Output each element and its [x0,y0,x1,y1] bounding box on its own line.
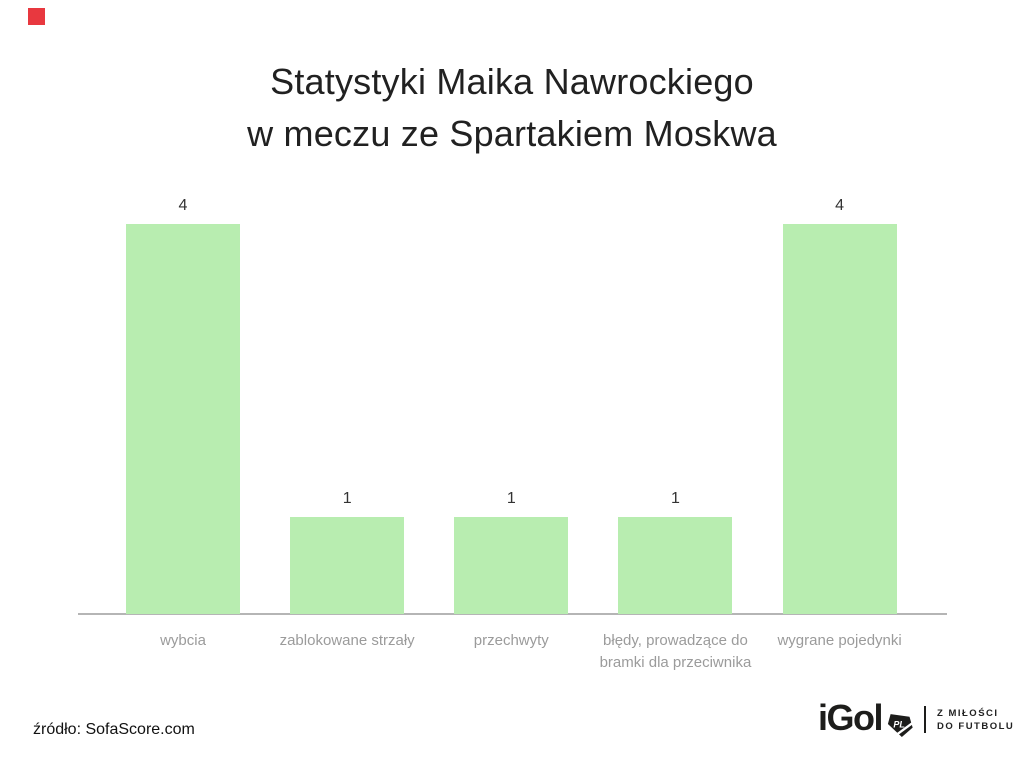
x-axis-line [78,613,947,615]
bar-value-label-2: 1 [506,489,516,507]
tagline-line1: Z MIŁOŚCI [937,708,999,719]
red-square-marker [28,8,45,25]
igol-logo: iGol PL Z MIŁOŚCI DO FUTBOLU [818,698,1014,738]
igol-wordmark: iGol [818,697,884,738]
source-credit: źródło: SofaScore.com [33,721,195,738]
logo-tagline: Z MIŁOŚCI DO FUTBOLU [937,707,1014,733]
bar-1 [290,516,405,614]
bar-value-label-1: 1 [342,489,352,507]
bar-4 [782,224,897,614]
bar-category-label-3: błędy, prowadzące do bramki dla przeciwn… [599,632,752,671]
pl-pentagon-badge-icon: PL [887,714,914,738]
bar-category-label-1: zablokowane strzały [279,632,415,649]
chart-title: Statystyki Maika Nawrockiego w meczu ze … [0,56,1024,160]
chart-title-line2: w meczu ze Spartakiem Moskwa [247,113,777,154]
bar-value-label-4: 4 [835,197,845,214]
bar-value-label-3: 1 [670,489,680,507]
chart-title-line1: Statystyki Maika Nawrockiego [270,61,754,102]
bar-category-label-0: wybcia [160,632,206,649]
bar-2 [454,516,569,614]
logo-divider [924,706,926,733]
tagline-line2: DO FUTBOLU [937,721,1015,732]
bar-3 [618,516,733,614]
bar-category-label-2: przechwyty [473,632,549,649]
pl-badge-text: PL [893,720,905,730]
bar-0 [126,224,240,614]
bar-category-label-4: wygrane pojedynki [777,632,902,649]
bar-value-label-0: 4 [178,197,188,214]
